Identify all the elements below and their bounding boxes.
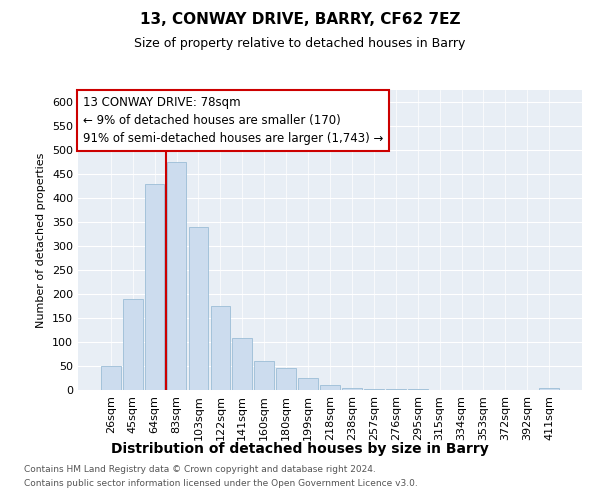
- Bar: [298, 378, 318, 390]
- Bar: [276, 368, 296, 390]
- Bar: [408, 389, 428, 390]
- Text: Distribution of detached houses by size in Barry: Distribution of detached houses by size …: [111, 442, 489, 456]
- Bar: [320, 385, 340, 390]
- Text: 13, CONWAY DRIVE, BARRY, CF62 7EZ: 13, CONWAY DRIVE, BARRY, CF62 7EZ: [140, 12, 460, 28]
- Bar: [101, 366, 121, 390]
- Bar: [232, 338, 252, 390]
- Text: Size of property relative to detached houses in Barry: Size of property relative to detached ho…: [134, 37, 466, 50]
- Bar: [539, 388, 559, 390]
- Text: Contains public sector information licensed under the Open Government Licence v3: Contains public sector information licen…: [24, 479, 418, 488]
- Bar: [167, 162, 187, 390]
- Bar: [123, 299, 143, 390]
- Bar: [254, 361, 274, 390]
- Text: Contains HM Land Registry data © Crown copyright and database right 2024.: Contains HM Land Registry data © Crown c…: [24, 466, 376, 474]
- Bar: [342, 388, 362, 390]
- Text: 13 CONWAY DRIVE: 78sqm
← 9% of detached houses are smaller (170)
91% of semi-det: 13 CONWAY DRIVE: 78sqm ← 9% of detached …: [83, 96, 383, 145]
- Bar: [211, 306, 230, 390]
- Bar: [145, 184, 164, 390]
- Y-axis label: Number of detached properties: Number of detached properties: [37, 152, 46, 328]
- Bar: [188, 227, 208, 390]
- Bar: [364, 388, 384, 390]
- Bar: [386, 389, 406, 390]
